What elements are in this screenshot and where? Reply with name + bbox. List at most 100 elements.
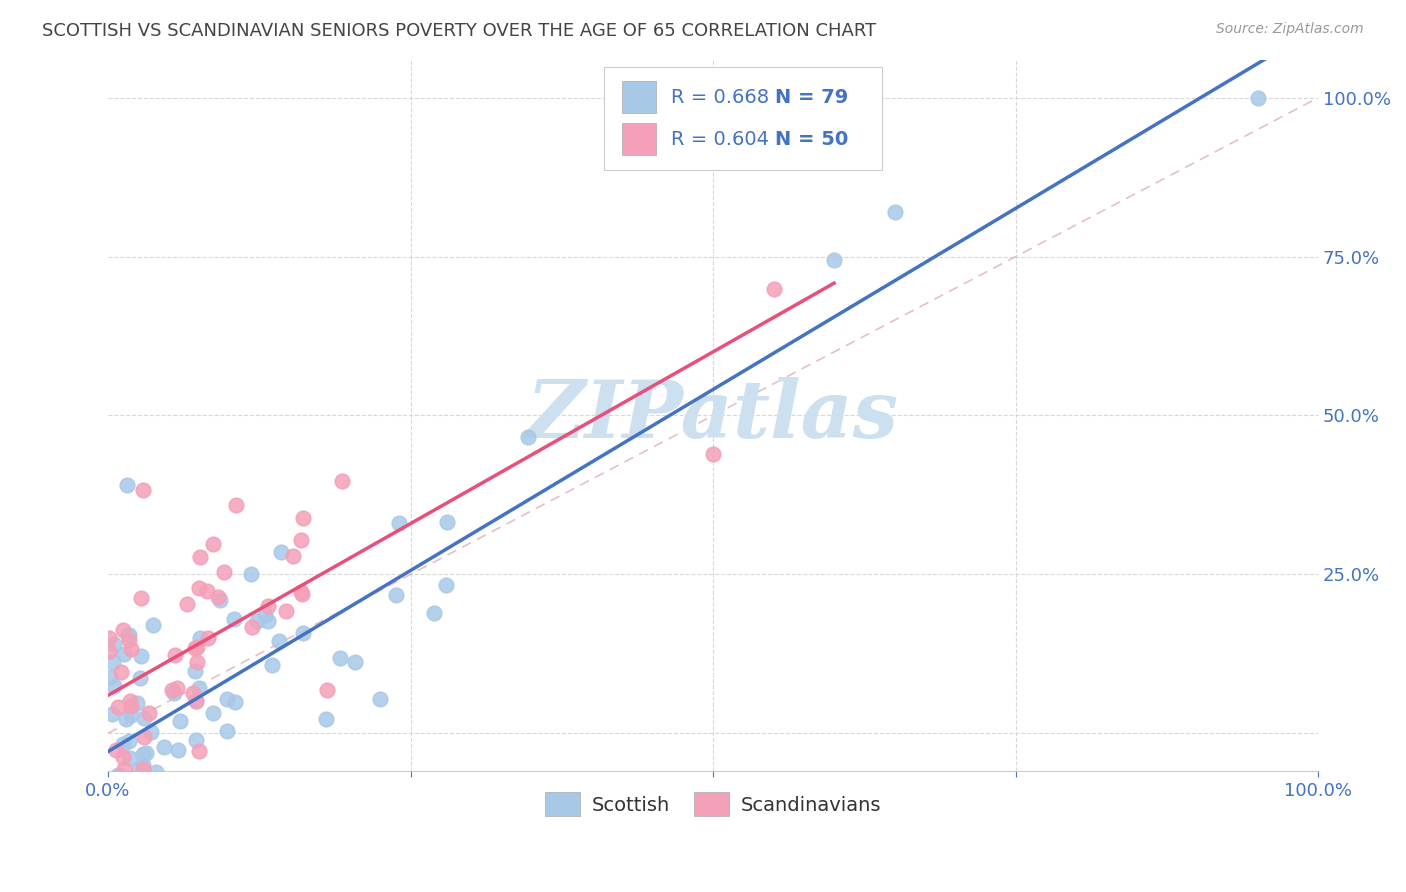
Point (329, 651, 352, 665)
Point (291, 587, 314, 601)
Point (156, 776, 179, 790)
Point (111, 737, 134, 751)
Point (291, 625, 314, 640)
Point (188, 631, 211, 645)
Point (105, 743, 128, 757)
Point (315, 712, 337, 726)
Point (105, 789, 128, 804)
Point (120, 642, 142, 657)
Point (112, 647, 135, 661)
Point (173, 789, 195, 804)
Point (104, 771, 127, 785)
Point (187, 681, 209, 695)
Point (160, 682, 183, 697)
Point (98, 632, 121, 646)
Point (176, 597, 198, 611)
Point (385, 588, 408, 602)
Point (368, 691, 391, 706)
Point (208, 592, 231, 607)
Point (101, 655, 124, 669)
Point (240, 619, 263, 633)
Point (145, 765, 167, 780)
Point (343, 655, 366, 669)
Point (702, 447, 724, 461)
Point (138, 706, 160, 720)
Point (142, 618, 165, 632)
Point (153, 739, 176, 754)
Point (118, 694, 141, 708)
Point (134, 730, 156, 744)
Point (762, 281, 785, 295)
Point (270, 545, 292, 559)
Point (186, 693, 208, 707)
Point (207, 591, 229, 605)
Point (173, 779, 195, 793)
Point (197, 583, 219, 598)
Point (253, 608, 276, 623)
Point (1246, 91, 1268, 105)
Point (246, 615, 269, 629)
Point (316, 682, 339, 697)
Point (186, 656, 208, 670)
Legend: Scottish, Scandinavians: Scottish, Scandinavians (536, 782, 890, 826)
Point (224, 612, 246, 626)
Point (169, 714, 191, 728)
Point (163, 686, 186, 700)
FancyBboxPatch shape (605, 67, 883, 170)
Point (187, 744, 209, 758)
Point (104, 789, 127, 804)
Point (112, 789, 135, 804)
Point (152, 789, 174, 804)
Point (111, 624, 134, 638)
Point (125, 696, 148, 710)
Point (98, 644, 121, 658)
Point (112, 762, 135, 776)
Point (132, 762, 155, 776)
Point (98, 789, 121, 804)
Point (184, 694, 207, 708)
Point (184, 664, 207, 678)
Point (134, 711, 156, 725)
Point (111, 750, 134, 764)
Point (122, 771, 145, 785)
Point (101, 706, 124, 721)
Point (118, 734, 141, 748)
Text: Source: ZipAtlas.com: Source: ZipAtlas.com (1216, 22, 1364, 37)
Point (257, 614, 280, 628)
Point (110, 665, 132, 679)
Text: SCOTTISH VS SCANDINAVIAN SENIORS POVERTY OVER THE AGE OF 65 CORRELATION CHART: SCOTTISH VS SCANDINAVIAN SENIORS POVERTY… (42, 22, 876, 40)
Point (225, 498, 247, 512)
Point (274, 604, 297, 618)
Point (118, 750, 141, 764)
Text: N = 50: N = 50 (775, 130, 848, 149)
Point (103, 637, 125, 651)
Point (120, 698, 142, 713)
Point (132, 747, 155, 762)
Point (188, 582, 211, 596)
Point (118, 628, 141, 642)
Point (290, 533, 312, 547)
Point (132, 758, 155, 772)
Text: R = 0.668: R = 0.668 (671, 87, 769, 107)
Point (129, 671, 152, 685)
Point (166, 681, 188, 695)
Point (117, 628, 139, 642)
Point (197, 631, 219, 645)
Text: R = 0.604: R = 0.604 (671, 130, 769, 149)
Point (131, 649, 153, 664)
Point (260, 657, 283, 672)
Point (202, 706, 225, 720)
Point (212, 565, 235, 579)
Point (436, 516, 458, 530)
Point (103, 679, 125, 693)
Point (107, 700, 129, 714)
Point (105, 780, 128, 795)
Point (215, 723, 238, 738)
Point (823, 252, 845, 267)
Point (107, 768, 129, 782)
Point (186, 780, 208, 794)
Point (423, 606, 446, 620)
Point (118, 633, 141, 648)
Y-axis label: Seniors Poverty Over the Age of 65: Seniors Poverty Over the Age of 65 (0, 269, 8, 562)
Point (167, 789, 190, 804)
